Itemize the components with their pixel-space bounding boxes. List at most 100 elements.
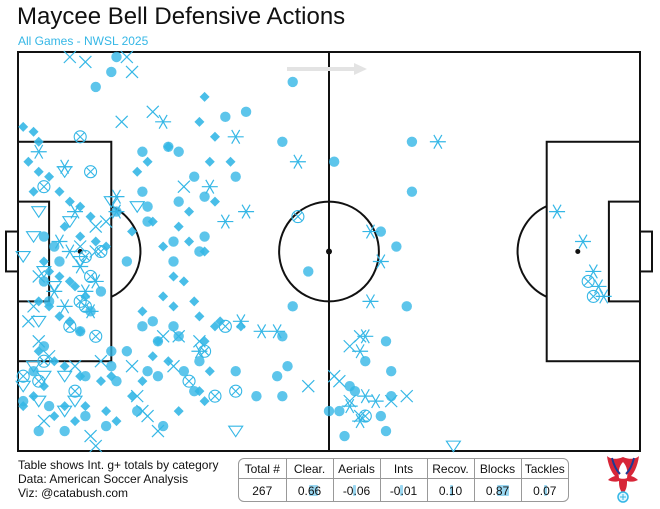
defensive-action-point-circle [38, 231, 50, 242]
defensive-action-point-cross [32, 334, 46, 348]
defensive-action-point-diamond [204, 156, 215, 167]
defensive-action-point-asterisk [595, 289, 612, 304]
defensive-action-point-circle [375, 410, 387, 422]
defensive-action-point-circle [277, 136, 288, 147]
defensive-action-point-triangle-down [35, 370, 52, 383]
defensive-action-point-triangle-down [56, 370, 73, 383]
defensive-action-point-circle [380, 336, 392, 347]
defensive-action-point-cross [384, 394, 398, 408]
defensive-action-point-triangle-down [129, 201, 146, 214]
defensive-action-point-asterisk [201, 179, 218, 194]
defensive-action-point-cross [172, 329, 186, 343]
defensive-action-point-diamond [209, 131, 220, 142]
stats-value-row: 267 0.66 -0.06 -0.01 0.10 0.87 0.07 [239, 478, 568, 502]
right-goal [639, 230, 653, 273]
defensive-action-point-circle [328, 156, 340, 167]
defensive-action-point-diamond [75, 231, 86, 242]
chart-subtitle: All Games - NWSL 2025 [18, 34, 149, 48]
defensive-action-point-circle [251, 390, 262, 402]
defensive-action-point-cross [343, 339, 357, 353]
defensive-action-point-asterisk [574, 234, 591, 249]
defensive-action-point-cross [89, 439, 103, 453]
defensive-action-point-circle [282, 361, 293, 372]
defensive-action-point-circle-x [218, 319, 232, 333]
center-spot [326, 248, 332, 255]
defensive-action-point-cross [125, 65, 139, 79]
defensive-action-point-diamond [49, 411, 60, 422]
stats-value-text: 0.87 [485, 483, 510, 498]
defensive-action-point-circle [334, 405, 345, 417]
defensive-action-point-diamond [178, 276, 189, 287]
defensive-action-point-asterisk [232, 314, 249, 329]
defensive-action-point-diamond [225, 156, 236, 167]
defensive-action-point-asterisk [362, 224, 379, 239]
defensive-action-point-diamond [111, 416, 122, 427]
defensive-action-point-diamond [59, 221, 70, 232]
stats-value-cell: -0.01 [379, 478, 427, 501]
defensive-action-point-triangle-down [15, 251, 32, 264]
defensive-action-point-diamond [184, 206, 195, 217]
defensive-action-point-asterisk [362, 294, 379, 309]
defensive-action-point-asterisk [590, 279, 607, 294]
stats-value-cell: 267 [239, 479, 286, 502]
defensive-action-point-asterisk [549, 204, 566, 219]
defensive-action-point-diamond [235, 321, 246, 332]
defensive-action-point-diamond [28, 126, 39, 137]
defensive-action-point-diamond [90, 236, 101, 247]
defensive-action-point-diamond [23, 156, 34, 167]
center-circle [278, 200, 380, 303]
defensive-action-point-diamond [54, 186, 65, 197]
defensive-action-point-asterisk [585, 264, 602, 279]
defensive-action-point-diamond [158, 241, 169, 252]
defensive-action-point-circle [80, 410, 91, 422]
defensive-action-point-circle-x [586, 289, 600, 303]
defensive-action-point-diamond [44, 171, 55, 182]
defensive-action-point-circle [147, 316, 158, 327]
defensive-action-point-asterisk [51, 234, 68, 249]
defensive-action-point-diamond [168, 301, 179, 312]
defensive-action-point-circle [323, 405, 335, 417]
defensive-action-point-diamond [44, 301, 55, 312]
defensive-action-point-diamond [199, 246, 210, 257]
defensive-action-point-asterisk [367, 393, 384, 409]
defensive-action-point-circle [111, 51, 122, 63]
defensive-action-point-circle-x [73, 130, 87, 144]
defensive-action-point-cross [400, 389, 414, 403]
defensive-action-point-diamond [168, 271, 179, 282]
defensive-action-point-circle [271, 370, 283, 382]
defensive-action-point-diamond [75, 371, 86, 382]
defensive-action-point-asterisk [429, 134, 446, 149]
defensive-action-point-asterisk [30, 144, 47, 159]
defensive-action-point-circle [142, 216, 153, 227]
defensive-action-point-circle [33, 425, 44, 437]
footer-notes: Table shows Int. g+ totals by category D… [18, 458, 218, 500]
defensive-action-point-diamond [106, 371, 117, 382]
stats-value-bar [496, 485, 509, 496]
stats-column-header: Tackles [520, 459, 568, 479]
defensive-action-point-diamond [194, 311, 205, 322]
chart-title: Maycee Bell Defensive Actions [17, 3, 346, 30]
stats-value-text: 0.10 [438, 483, 463, 498]
defensive-action-point-circle [106, 346, 117, 357]
defensive-action-point-circle [106, 66, 117, 78]
defensive-action-point-triangle-down [30, 395, 47, 408]
defensive-action-point-circle [287, 301, 298, 312]
defensive-action-point-circle [121, 256, 133, 267]
defensive-action-point-cross [301, 379, 315, 393]
defensive-action-point-triangle-down [25, 231, 42, 244]
defensive-action-point-diamond [59, 361, 70, 372]
defensive-action-point-asterisk [87, 274, 104, 289]
defensive-action-point-circle [137, 146, 148, 157]
left-penalty-arc [110, 205, 142, 298]
stats-column-header: Aerials [332, 459, 380, 479]
defensive-action-point-circle-x [358, 409, 372, 423]
defensive-action-point-triangle-down [15, 380, 32, 393]
defensive-action-point-cross [343, 394, 357, 408]
stats-value-text: 0.07 [533, 483, 557, 498]
defensive-action-point-cross [353, 329, 367, 343]
stats-value-bar [449, 485, 453, 496]
stats-value-cell: -0.06 [332, 478, 380, 501]
stats-value-bar [352, 485, 356, 496]
footer-note-data: Data: American Soccer Analysis [18, 472, 189, 486]
